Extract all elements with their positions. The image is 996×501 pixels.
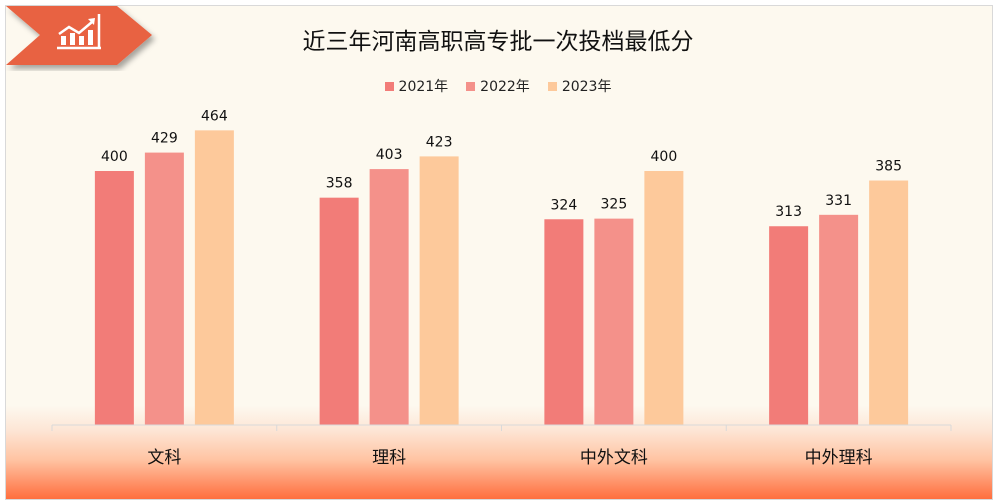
x-tick-label: 理科 [372,448,406,468]
bar [194,130,234,426]
data-label: 400 [101,149,128,165]
bar [819,214,859,425]
legend-swatch [547,81,557,91]
legend-label: 2023年 [561,79,612,95]
bar [644,171,684,425]
legend-label: 2022年 [480,79,530,95]
legend-swatch [466,81,476,91]
bar [544,219,584,425]
data-label: 324 [551,197,578,213]
x-tick-label: 文科 [147,448,181,468]
x-tick-label: 中外文科 [580,448,648,468]
legend: 2021年 2022年 2023年 [0,76,996,96]
bar [769,226,809,425]
data-label: 385 [875,159,902,175]
data-label: 325 [601,197,628,213]
data-label: 403 [376,147,403,163]
bar [869,180,909,425]
data-label: 358 [326,176,353,192]
data-label: 429 [151,131,178,147]
bar [419,156,459,425]
data-label: 313 [775,204,802,220]
bar [144,152,184,425]
bar [319,197,359,425]
bar [594,218,634,425]
bar [369,169,409,425]
data-label: 331 [825,193,852,209]
chart-badge [6,6,152,65]
legend-label: 2021年 [398,79,449,95]
x-tick-label: 中外理科 [805,448,873,468]
data-label: 400 [651,149,678,165]
legend-item: 2022年 [466,76,530,96]
legend-item: 2021年 [384,76,449,96]
data-label: 464 [201,108,228,124]
legend-swatch [384,81,394,91]
chart-title: 近三年河南高职高专批一次投档最低分 [302,29,694,55]
data-label: 423 [426,134,453,150]
growth-chart-icon [57,14,101,50]
legend-item: 2023年 [547,76,612,96]
bar [94,171,134,425]
